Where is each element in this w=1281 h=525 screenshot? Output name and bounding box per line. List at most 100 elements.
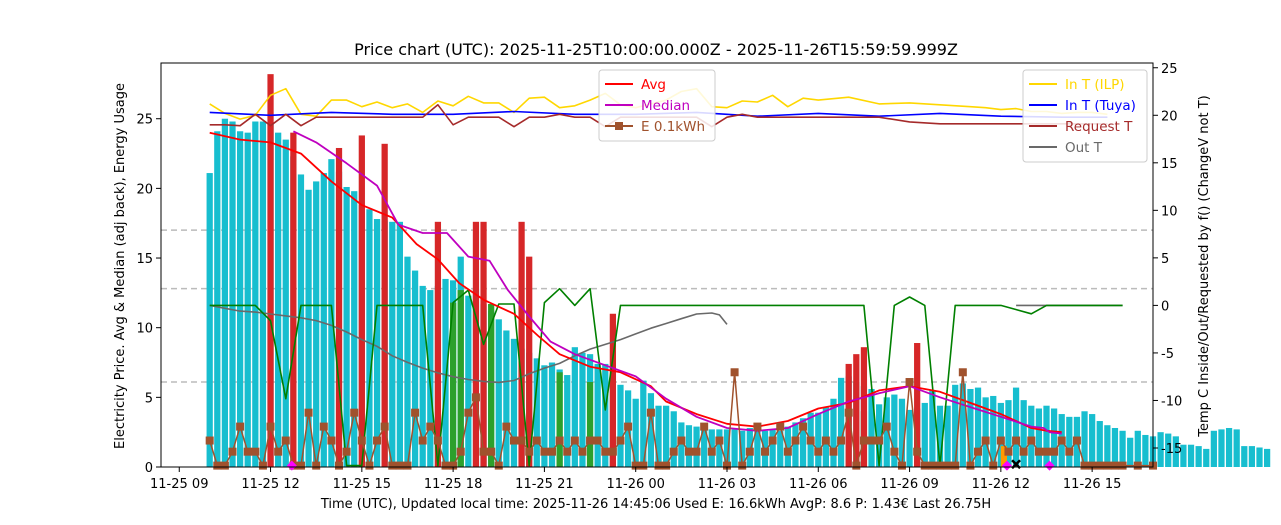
price-bar [541,365,548,467]
energy-marker [905,378,914,387]
price-bar [716,429,723,467]
heating-on-bar [358,135,365,467]
left-y-tick-label: 10 [136,322,153,337]
price-bar [229,121,236,467]
energy-marker [692,447,701,456]
energy-marker [441,461,450,470]
price-bar [571,347,578,467]
price-bar [564,375,571,467]
energy-marker [449,461,458,470]
price-bar [906,409,913,467]
energy-marker [1012,436,1021,445]
energy-marker [958,368,967,377]
price-bar [929,390,936,467]
price-bar [206,173,213,467]
price-bar [1119,430,1126,467]
price-bar [1187,444,1195,467]
left-y-tick-label: 25 [136,113,153,128]
energy-marker [517,436,526,445]
legend-price-box [598,69,716,142]
heating-state-line [209,287,1123,467]
right-y-tick-label: 20 [1161,109,1178,124]
legend-temperature-label: Out T [1065,140,1103,156]
price-bar [1104,425,1111,467]
price-bar [297,174,305,467]
energy-marker [928,461,937,470]
energy-marker [951,461,960,470]
price-bar [1096,421,1103,467]
price-bar [396,221,403,467]
price-bar [533,358,540,467]
energy-marker [403,461,412,470]
energy-marker [1072,436,1081,445]
energy-marker [555,436,564,445]
price-bar [936,405,944,467]
energy-marker [342,447,351,456]
energy-marker [996,436,1005,445]
heating-on-bar [853,354,860,467]
energy-marker [570,436,579,445]
energy-marker [730,368,739,377]
left-y-tick-label: 20 [136,182,153,197]
energy-marker [897,461,906,470]
price-bar [746,427,753,467]
price-bar [883,397,890,467]
price-bar [1020,400,1027,467]
price-bar [967,388,974,467]
chart-title: Price chart (UTC): 2025-11-25T10:00:00.0… [354,40,958,59]
price-bar [1256,447,1263,467]
heating-on-bar [860,347,868,467]
energy-marker [304,408,313,417]
x-tick-label: 11-26 09 [880,477,938,492]
right-y-tick-label: -10 [1161,394,1182,409]
price-bar [670,411,677,467]
price-bar [792,422,799,467]
energy-marker [677,436,686,445]
energy-marker [251,447,260,456]
price-bar [632,398,639,467]
price-bar [655,405,662,467]
price-bar [663,405,670,467]
orange-bar [1000,446,1008,467]
price-bar [868,388,875,467]
price-bar [1172,436,1179,467]
energy-marker [738,461,747,470]
energy-marker [616,436,625,445]
energy-marker [1065,447,1074,456]
magenta-marker [1044,460,1055,471]
energy-marker [768,436,777,445]
price-bar [389,221,396,467]
price-bar [815,412,822,467]
price-bar [1050,408,1058,467]
heating-on-bar [335,147,343,467]
price-bar [739,430,746,467]
avg-price-line [209,131,1062,434]
energy-marker [700,422,709,431]
energy-marker [974,447,983,456]
energy-marker [548,447,557,456]
price-bar [1111,427,1119,467]
right-y-tick-label: 5 [1161,252,1169,267]
price-bar [731,429,738,467]
right-y-tick-label: -15 [1161,442,1182,457]
right-y-tick-label: 25 [1161,62,1178,77]
energy-marker [913,447,922,456]
energy-marker [821,436,830,445]
energy-marker [859,436,868,445]
price-bar [419,285,426,467]
energy-marker [1004,447,1013,456]
price-bar [1233,429,1240,467]
price-bar [754,429,761,467]
price-bar [236,131,244,467]
energy-marker [989,461,998,470]
price-bar [1218,429,1225,467]
energy-marker [258,461,267,470]
energy-marker [593,436,602,445]
energy-marker [1027,436,1036,445]
energy-marker [281,436,290,445]
price-bar [982,397,989,467]
energy-marker [669,447,678,456]
price-bar [305,189,312,468]
energy-marker [373,436,382,445]
energy-marker [1133,461,1142,470]
